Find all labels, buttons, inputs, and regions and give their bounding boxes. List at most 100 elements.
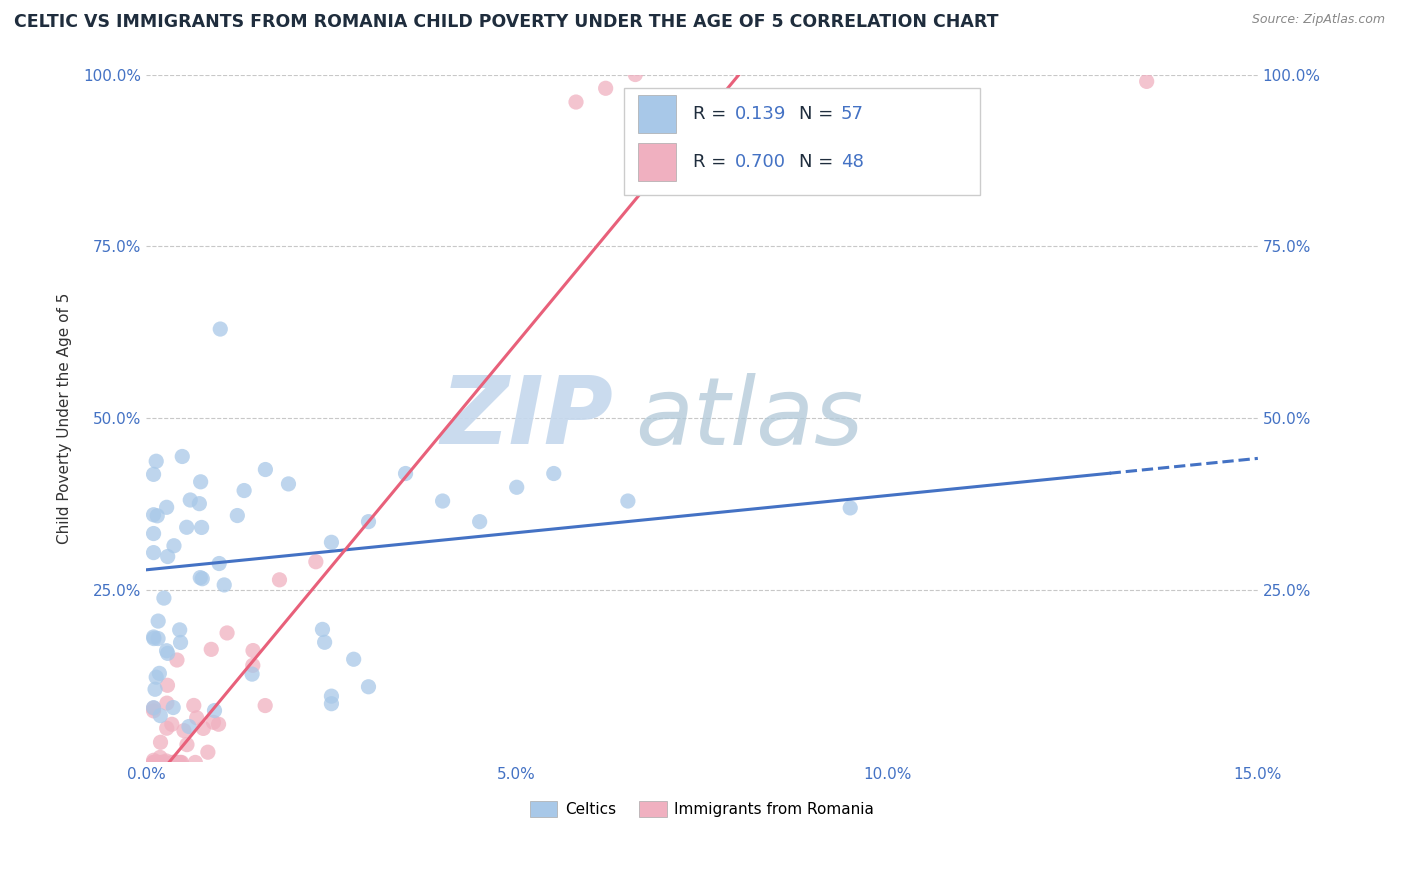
- Point: [166, 653, 188, 667]
- Bar: [637, 144, 676, 181]
- Point: [167, 756, 190, 770]
- Point: [202, 715, 225, 730]
- Legend: Celtics, Immigrants from Romania: Celtics, Immigrants from Romania: [524, 796, 880, 823]
- Point: [177, 719, 200, 733]
- Text: 57: 57: [841, 105, 863, 123]
- Point: [142, 701, 165, 715]
- Point: [142, 753, 165, 767]
- Text: ZIP: ZIP: [440, 373, 613, 465]
- Point: [188, 497, 211, 511]
- Point: [190, 520, 212, 534]
- Point: [165, 756, 187, 770]
- Point: [169, 623, 191, 637]
- Point: [145, 454, 167, 468]
- Point: [169, 756, 191, 770]
- Point: [142, 756, 165, 770]
- Point: [162, 700, 184, 714]
- Text: 48: 48: [841, 153, 863, 171]
- Point: [357, 680, 380, 694]
- Text: R =: R =: [693, 153, 733, 171]
- Point: [321, 689, 343, 703]
- Point: [173, 723, 195, 738]
- Point: [172, 450, 194, 464]
- Point: [169, 635, 191, 649]
- Text: atlas: atlas: [636, 373, 863, 464]
- Point: [321, 535, 343, 549]
- Point: [204, 704, 226, 718]
- Point: [269, 573, 291, 587]
- Point: [163, 539, 186, 553]
- Text: Source: ZipAtlas.com: Source: ZipAtlas.com: [1251, 13, 1385, 27]
- Point: [142, 467, 165, 482]
- Point: [166, 756, 188, 770]
- Point: [207, 717, 229, 731]
- Point: [163, 756, 186, 770]
- Point: [153, 591, 176, 606]
- Point: [156, 500, 179, 515]
- Point: [506, 480, 529, 494]
- Point: [186, 711, 208, 725]
- Point: [314, 635, 336, 649]
- Point: [162, 756, 184, 770]
- Point: [148, 666, 170, 681]
- Point: [188, 571, 211, 585]
- Point: [321, 697, 343, 711]
- Point: [240, 667, 263, 681]
- Point: [242, 643, 264, 657]
- Point: [149, 735, 172, 749]
- Point: [305, 555, 328, 569]
- Point: [156, 646, 179, 660]
- Point: [432, 494, 454, 508]
- Point: [146, 632, 169, 646]
- Point: [142, 756, 165, 770]
- Text: 0.700: 0.700: [735, 153, 786, 171]
- Point: [156, 721, 179, 735]
- Point: [595, 81, 617, 95]
- Point: [145, 670, 167, 684]
- Point: [155, 754, 177, 768]
- Point: [142, 704, 165, 718]
- Point: [156, 549, 179, 564]
- Point: [357, 515, 380, 529]
- Point: [145, 756, 167, 770]
- Point: [146, 756, 169, 770]
- Point: [170, 756, 193, 770]
- Text: R =: R =: [693, 105, 733, 123]
- Point: [156, 696, 179, 710]
- Point: [155, 756, 177, 770]
- Point: [468, 515, 491, 529]
- Point: [179, 493, 201, 508]
- Point: [156, 678, 179, 692]
- Point: [200, 642, 222, 657]
- Point: [142, 546, 165, 560]
- Point: [190, 475, 212, 489]
- Point: [150, 756, 173, 770]
- Point: [142, 700, 165, 714]
- Point: [146, 614, 169, 628]
- Point: [215, 626, 238, 640]
- Point: [176, 738, 198, 752]
- Point: [155, 644, 177, 658]
- Point: [184, 756, 207, 770]
- Point: [1136, 74, 1159, 88]
- Point: [839, 500, 862, 515]
- Y-axis label: Child Poverty Under the Age of 5: Child Poverty Under the Age of 5: [58, 293, 72, 544]
- Point: [183, 698, 205, 713]
- Point: [543, 467, 565, 481]
- Point: [197, 745, 219, 759]
- Point: [208, 557, 231, 571]
- Point: [191, 572, 214, 586]
- Point: [242, 658, 264, 673]
- Point: [143, 682, 166, 697]
- Point: [311, 623, 333, 637]
- Bar: [637, 95, 676, 133]
- Point: [209, 322, 232, 336]
- Point: [212, 578, 235, 592]
- Point: [254, 462, 277, 476]
- Point: [142, 526, 165, 541]
- Point: [565, 95, 588, 109]
- Point: [193, 722, 215, 736]
- Point: [152, 756, 174, 770]
- Point: [142, 508, 165, 522]
- Point: [146, 508, 169, 523]
